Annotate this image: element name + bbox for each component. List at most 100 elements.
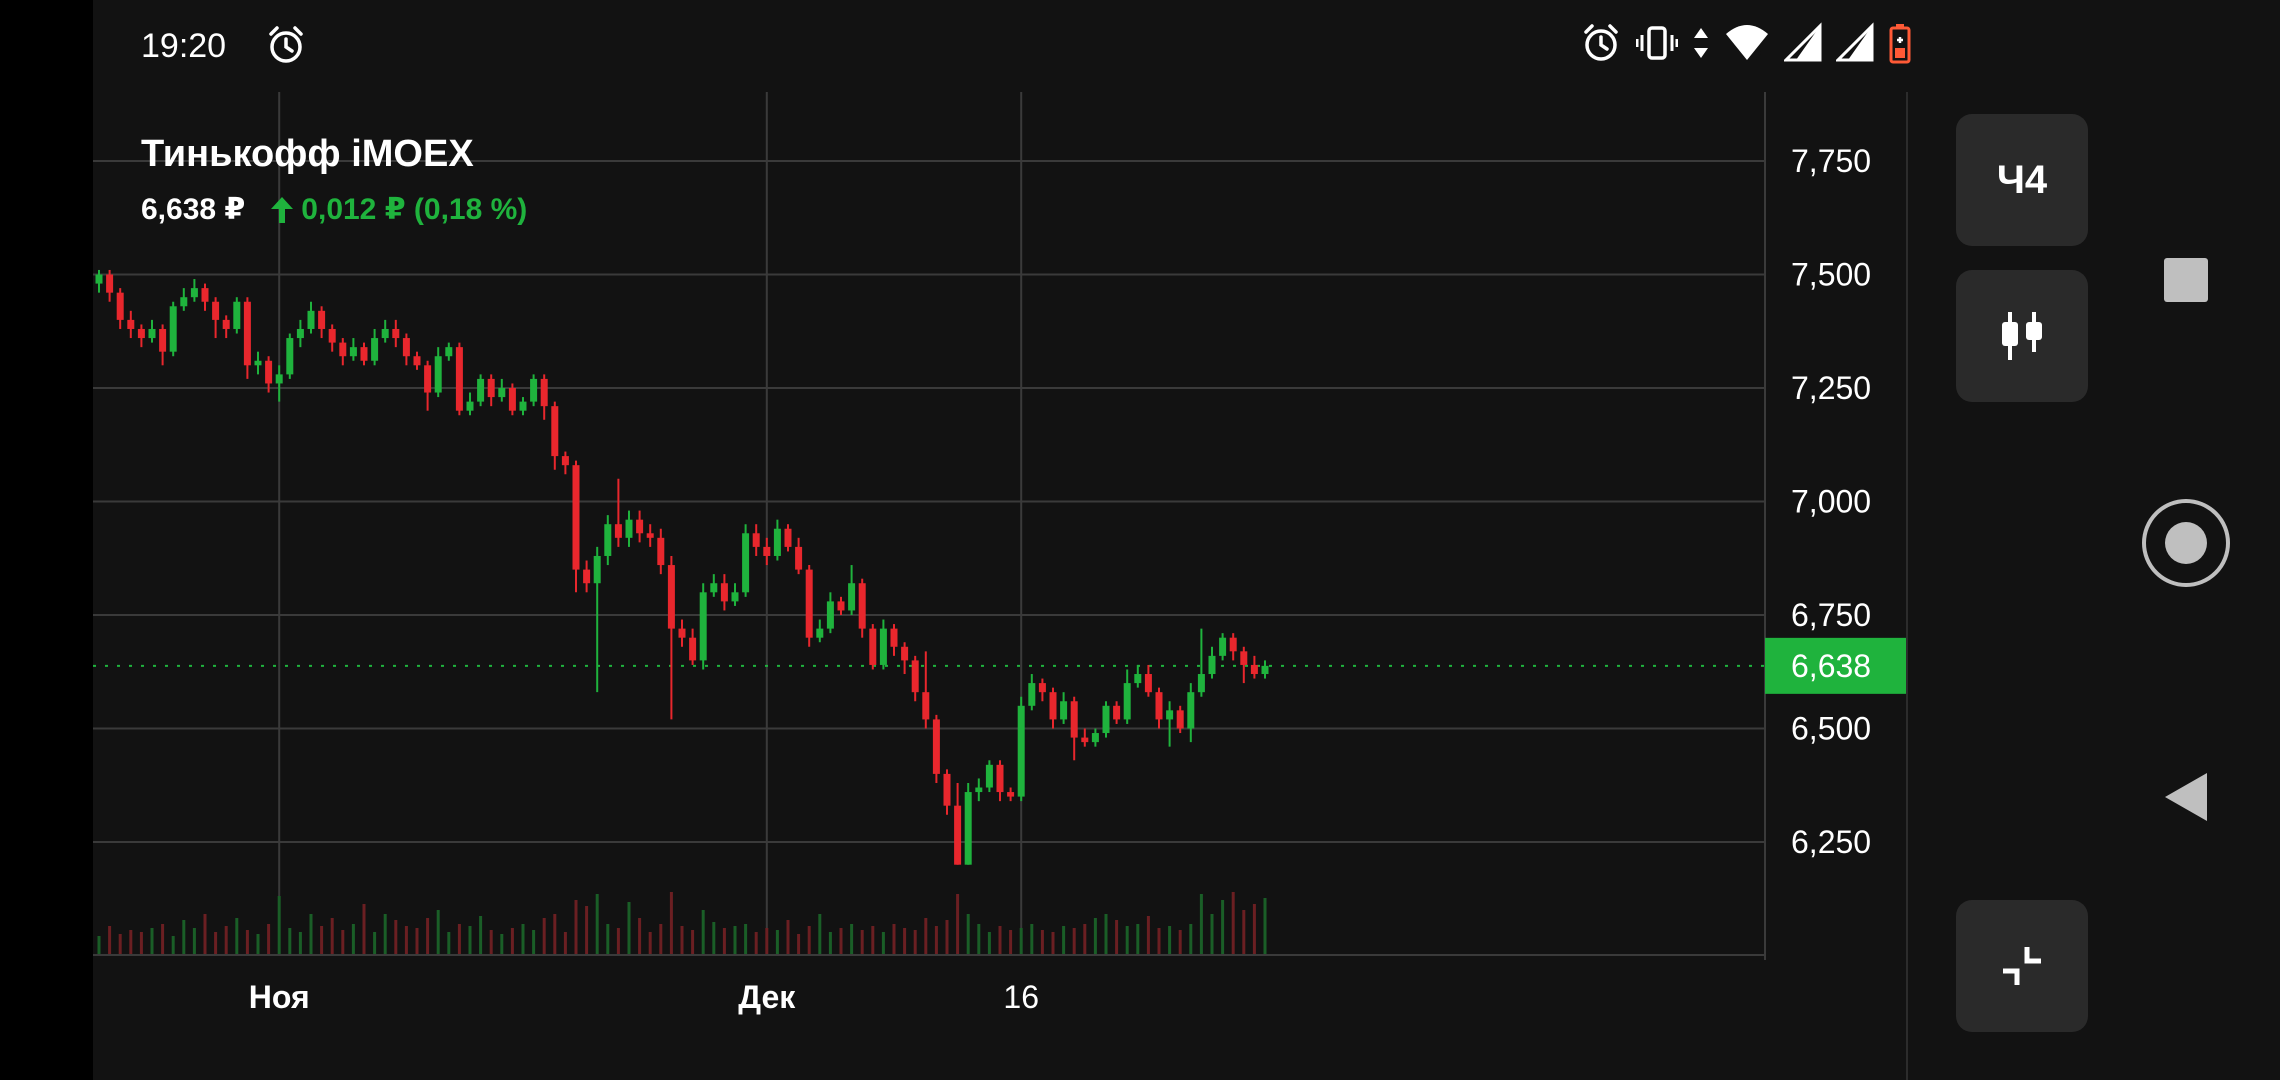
volume-bar bbox=[701, 910, 705, 954]
volume-bar bbox=[775, 930, 779, 954]
volume-bar bbox=[585, 906, 589, 954]
candle-body bbox=[1049, 692, 1057, 720]
collapse-button[interactable] bbox=[1956, 900, 2088, 1032]
volume-bar bbox=[1146, 916, 1150, 954]
back-triangle-icon bbox=[2165, 773, 2207, 821]
volume-bar bbox=[1178, 930, 1182, 954]
volume-bar bbox=[839, 928, 843, 954]
candle-body bbox=[922, 692, 930, 720]
candle-body bbox=[646, 533, 654, 538]
volume-bar bbox=[1125, 926, 1129, 954]
candle-body bbox=[964, 792, 972, 865]
volume-bar bbox=[956, 894, 960, 954]
instrument-header: Тинькофф iMOEX 6,638 ₽ 0,012 ₽ (0,18 %) bbox=[141, 133, 527, 227]
alarm-icon bbox=[269, 26, 303, 63]
volume-bar bbox=[394, 920, 398, 954]
volume-bar bbox=[129, 930, 133, 954]
candle-body bbox=[561, 456, 569, 466]
volume-bar bbox=[171, 936, 175, 954]
volume-bar bbox=[330, 918, 334, 954]
status-icons: 4 bbox=[1580, 22, 1912, 64]
volume-bar bbox=[1252, 904, 1256, 954]
volume-bar bbox=[214, 932, 218, 954]
volume-bar bbox=[256, 934, 260, 954]
candle-body bbox=[1007, 792, 1015, 797]
alarm-icon bbox=[1584, 24, 1618, 61]
volume-bar bbox=[1221, 900, 1225, 954]
candle-body bbox=[805, 569, 813, 638]
volume-bar bbox=[987, 932, 991, 954]
volume-bar bbox=[807, 926, 811, 954]
back-button[interactable] bbox=[2144, 755, 2228, 839]
status-bar: 19:20 4 bbox=[93, 0, 2092, 92]
candle-body bbox=[795, 546, 803, 570]
price-change-value: 0,012 ₽ (0,18 %) bbox=[301, 193, 528, 226]
price-line: 6,638 ₽ 0,012 ₽ (0,18 %) bbox=[141, 192, 527, 227]
volume-bar bbox=[722, 928, 726, 954]
y-tick-label: 6,250 bbox=[1791, 824, 1871, 860]
volume-bar bbox=[351, 924, 355, 954]
volume-bar bbox=[436, 910, 440, 954]
interval-button[interactable]: Ч4 bbox=[1956, 114, 2088, 246]
volume-bar bbox=[362, 904, 366, 954]
candle-body bbox=[996, 764, 1004, 793]
volume-bar bbox=[616, 928, 620, 954]
volume-bar bbox=[627, 902, 631, 954]
volume-bar bbox=[309, 914, 313, 954]
candle-body bbox=[837, 601, 845, 611]
volume-bar bbox=[659, 924, 663, 954]
candle-body bbox=[296, 328, 304, 339]
candle-body bbox=[1261, 665, 1269, 675]
vibrate-icon bbox=[1636, 26, 1678, 60]
signal-icon bbox=[1784, 22, 1822, 62]
candle-body bbox=[328, 328, 336, 343]
volume-bar bbox=[1199, 894, 1203, 954]
volume-bar bbox=[1093, 918, 1097, 954]
x-tick-label: Дек bbox=[738, 979, 796, 1015]
volume-bar bbox=[1189, 924, 1193, 954]
candle-body bbox=[1144, 674, 1152, 693]
volume-bar bbox=[1019, 928, 1023, 954]
volume-bar bbox=[108, 926, 112, 954]
recents-button[interactable] bbox=[2144, 238, 2228, 322]
y-tick-label: 7,500 bbox=[1791, 257, 1871, 293]
instrument-name: Тинькофф iMOEX bbox=[141, 133, 474, 175]
volume-bar bbox=[913, 930, 917, 954]
volume-bar bbox=[1062, 926, 1066, 954]
candle-body bbox=[1028, 683, 1036, 706]
volume-bar bbox=[510, 928, 514, 954]
candle-body bbox=[890, 628, 898, 647]
chart-type-button[interactable] bbox=[1956, 270, 2088, 402]
home-button[interactable] bbox=[2138, 495, 2234, 591]
candle-body bbox=[487, 378, 495, 398]
candle-body bbox=[265, 360, 273, 384]
candle-body bbox=[901, 646, 909, 661]
volume-bar bbox=[203, 914, 207, 954]
volume-bar bbox=[754, 932, 758, 954]
candle-body bbox=[1102, 705, 1110, 734]
candle-body bbox=[773, 528, 781, 556]
candlestick-chart[interactable]: 7,750 7,500 7,250 7,000 6,750 6,500 6,250 Ноя Де… bbox=[93, 0, 1908, 1080]
volume-bar bbox=[892, 924, 896, 954]
candle-body bbox=[911, 660, 919, 693]
candle-body bbox=[466, 401, 474, 411]
volume-bar bbox=[765, 928, 769, 954]
current-price-label: 6,638 bbox=[1791, 648, 1871, 684]
candle-body bbox=[434, 356, 442, 393]
volume-bar bbox=[1136, 924, 1140, 954]
volume-bar bbox=[341, 930, 345, 954]
volume-bar bbox=[934, 926, 938, 954]
candle-body bbox=[392, 328, 400, 339]
chart-area[interactable]: 7,750 7,500 7,250 7,000 6,750 6,500 6,250 Ноя Де… bbox=[93, 0, 1908, 1080]
candle-body bbox=[593, 555, 601, 584]
candle-body bbox=[254, 360, 262, 366]
panel-divider bbox=[1906, 92, 1908, 1080]
volume-bar bbox=[1051, 932, 1055, 954]
volume-bar bbox=[521, 924, 525, 954]
volume-bar bbox=[669, 892, 673, 954]
price-change: 0,012 ₽ (0,18 %) bbox=[269, 192, 527, 227]
candle-body bbox=[1155, 692, 1163, 720]
volume-bar bbox=[182, 920, 186, 954]
wifi-icon: 4 bbox=[1726, 25, 1768, 64]
candle-body bbox=[614, 524, 622, 538]
